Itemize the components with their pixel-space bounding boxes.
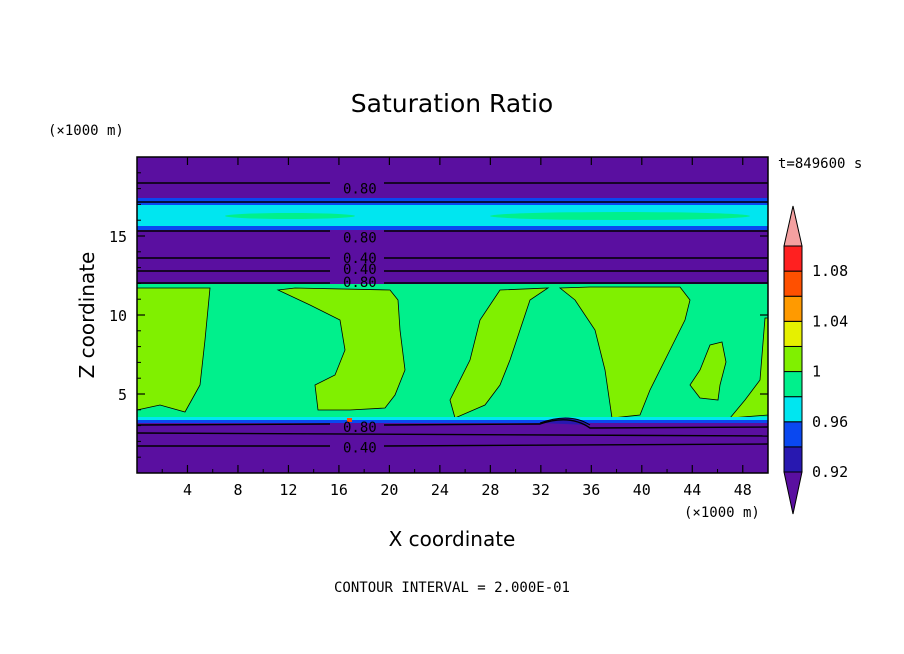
colorbar-swatch — [783, 396, 803, 423]
supersat-spot — [347, 418, 352, 422]
x-tick-label: 32 — [532, 481, 550, 499]
time-label: t=849600 s — [778, 156, 862, 172]
contour-field — [136, 157, 769, 473]
colorbar: 1.08 1.04 1 0.96 0.92 — [783, 205, 848, 515]
contour-line — [136, 419, 769, 429]
moist-patch-right — [490, 212, 750, 220]
contour-line — [136, 432, 769, 437]
x-tick-label: 36 — [582, 481, 600, 499]
band-upper-dry — [137, 157, 768, 202]
colorbar-label: 1.08 — [812, 262, 848, 280]
contour-label: 0.80 — [343, 231, 377, 247]
contour-line — [137, 443, 769, 447]
colorbar-swatch — [783, 295, 803, 322]
band-lower-dry — [137, 423, 768, 473]
cloud-base-blue — [137, 420, 768, 424]
colorbar-swatch — [783, 245, 803, 272]
y-tick-label: 15 — [109, 228, 127, 246]
contour-label: 0.80 — [343, 182, 377, 198]
x-tick-label: 20 — [380, 481, 398, 499]
band-moist-edge-bottom — [137, 226, 768, 231]
colorbar-swatch — [783, 421, 803, 448]
colorbar-swatch — [783, 371, 803, 398]
plume-2 — [276, 287, 406, 411]
colorbar-swatch — [783, 320, 803, 347]
x-unit-label: (×1000 m) — [684, 505, 760, 521]
colorbar-swatch — [783, 345, 803, 373]
colorbar-label: 1 — [812, 363, 821, 381]
contour-label: 0.40 — [343, 262, 377, 278]
plume-5 — [689, 341, 727, 401]
x-tick-label: 12 — [279, 481, 297, 499]
x-axis-label: X coordinate — [389, 527, 516, 551]
colorbar-swatch — [783, 270, 803, 297]
x-tick-label: 24 — [431, 481, 449, 499]
colorbar-min-arrow — [783, 471, 803, 515]
colorbar-label: 1.04 — [812, 312, 848, 330]
x-tick-label: 8 — [233, 481, 242, 499]
cloud-base-cyan — [137, 417, 768, 421]
colorbar-label: 0.96 — [812, 413, 848, 431]
x-tick-label: 16 — [330, 481, 348, 499]
x-tick-label: 48 — [734, 481, 752, 499]
colorbar-max-arrow — [783, 205, 803, 247]
contour-label: 0.40 — [343, 251, 377, 267]
plume-1 — [136, 287, 211, 413]
y-tick-label: 10 — [109, 307, 127, 325]
colorbar-label: 0.92 — [812, 463, 848, 481]
contour-lines — [136, 182, 769, 447]
x-tick-label: 40 — [633, 481, 651, 499]
chart-title: Saturation Ratio — [351, 89, 553, 118]
y-tick-label: 5 — [118, 386, 127, 404]
x-tick-label: 44 — [683, 481, 701, 499]
plume-4 — [558, 286, 691, 419]
contour-interval-note: CONTOUR INTERVAL = 2.000E-01 — [334, 580, 570, 596]
y-axis-label: Z coordinate — [75, 252, 99, 379]
cloud-base-bump — [539, 417, 591, 426]
x-tick-label: 28 — [481, 481, 499, 499]
y-unit-label: (×1000 m) — [48, 123, 124, 139]
colorbar-swatch — [783, 446, 803, 473]
band-moist-edge-top — [137, 198, 768, 208]
band-moist-layer — [137, 205, 768, 227]
moist-patch-left — [225, 213, 355, 219]
contour-label: 0.80 — [343, 420, 377, 436]
contour-label: 0.40 — [343, 441, 377, 457]
plume-3 — [449, 287, 550, 419]
x-tick-label: 4 — [183, 481, 192, 499]
contour-label: 0.80 — [343, 275, 377, 291]
